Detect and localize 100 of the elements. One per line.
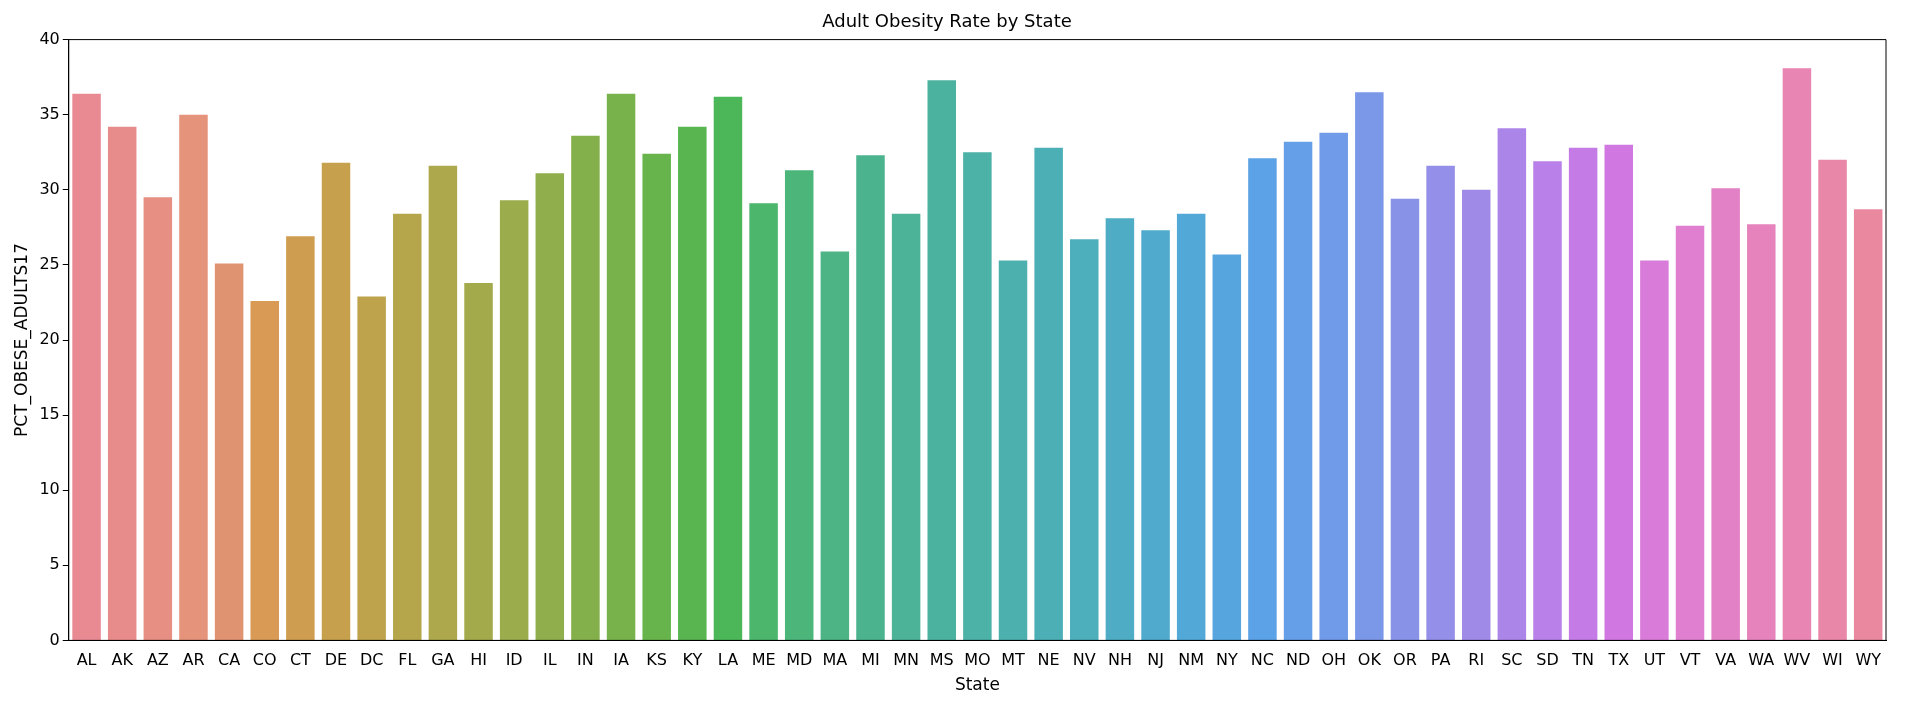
bar <box>1426 165 1455 640</box>
bar <box>1141 230 1170 640</box>
x-tick-label: OK <box>1357 650 1382 670</box>
x-tick-label: WV <box>1783 650 1811 670</box>
bar <box>891 213 921 640</box>
x-tick-label: CA <box>218 650 241 670</box>
bar <box>72 93 101 640</box>
chart-title: Adult Obesity Rate by State <box>822 10 1072 32</box>
bar <box>393 213 422 640</box>
bar <box>1283 141 1313 640</box>
y-tick-label: 0 <box>49 629 60 649</box>
bar <box>250 300 279 640</box>
x-tick-label: ND <box>1285 650 1311 670</box>
bar <box>499 200 529 640</box>
bar <box>1319 132 1348 640</box>
y-tick-label: 20 <box>39 329 60 349</box>
bar <box>678 126 707 640</box>
bar <box>535 173 565 640</box>
bar <box>606 93 636 640</box>
bar <box>1604 144 1634 640</box>
bar <box>214 263 244 640</box>
x-tick-label: IN <box>577 650 594 670</box>
bar <box>1818 159 1847 640</box>
bar <box>1497 128 1527 640</box>
x-tick-label: TX <box>1607 650 1630 670</box>
y-tick-label: 30 <box>39 178 60 198</box>
bar <box>1568 147 1598 640</box>
y-tick-label: 5 <box>49 554 60 574</box>
y-axis-title: PCT_OBESE_ADULTS17 <box>10 243 32 437</box>
bar <box>428 165 458 640</box>
x-tick-label: WA <box>1748 650 1775 670</box>
bar <box>1105 218 1135 640</box>
x-tick-label: AR <box>182 650 205 670</box>
x-tick-label: TN <box>1571 650 1594 670</box>
x-axis-title: State <box>954 674 1000 695</box>
x-tick-label: CT <box>289 650 312 670</box>
y-tick-label: 15 <box>39 404 60 424</box>
x-tick-label: ID <box>505 650 523 670</box>
x-tick-label: GA <box>431 650 455 670</box>
bar <box>571 135 600 640</box>
x-tick-label: NY <box>1215 650 1238 670</box>
y-tick-label: 35 <box>39 103 60 123</box>
x-tick-label: WI <box>1822 650 1843 670</box>
x-tick-label: VT <box>1679 650 1701 670</box>
x-tick-label: IA <box>613 650 629 670</box>
x-tick-label: MA <box>822 650 848 670</box>
x-tick-label: NJ <box>1147 650 1164 670</box>
bar <box>321 162 351 640</box>
bar <box>856 155 885 640</box>
bar <box>1640 260 1669 640</box>
x-tick-label: NM <box>1178 650 1205 670</box>
bar <box>1355 92 1384 640</box>
x-tick-label: SC <box>1501 650 1523 670</box>
x-tick-label: MS <box>929 650 954 670</box>
x-tick-label: HI <box>470 650 487 670</box>
x-tick-label: AK <box>111 650 134 670</box>
x-tick-label: NE <box>1037 650 1060 670</box>
x-tick-label: OH <box>1321 650 1347 670</box>
bar <box>286 236 315 640</box>
x-tick-label: NH <box>1107 650 1132 670</box>
x-tick-label: LA <box>717 650 739 670</box>
x-tick-label: CO <box>252 650 277 670</box>
x-tick-label: AL <box>76 650 97 670</box>
bar <box>1461 189 1491 640</box>
bar <box>927 80 956 640</box>
x-tick-label: WY <box>1855 650 1882 670</box>
x-tick-label: MD <box>786 650 813 670</box>
x-tick-label: KS <box>646 650 668 670</box>
bar <box>642 153 671 640</box>
x-tick-label: MO <box>964 650 991 670</box>
x-tick-label: MI <box>861 650 880 670</box>
x-tick-label: AZ <box>146 650 169 670</box>
x-tick-label: PA <box>1430 650 1451 670</box>
bar <box>1853 209 1883 640</box>
bar <box>1747 224 1776 640</box>
bar <box>107 126 137 640</box>
bar <box>357 296 386 640</box>
x-tick-label: IL <box>542 650 557 670</box>
x-tick-label: MT <box>1001 650 1026 670</box>
y-tick-label: 10 <box>39 479 60 499</box>
y-tick-label: 40 <box>39 28 60 48</box>
bar <box>143 197 173 640</box>
bar <box>1034 147 1063 640</box>
bar <box>749 203 778 640</box>
bar <box>1176 213 1206 640</box>
bar <box>998 260 1028 640</box>
x-tick-label: DE <box>324 650 348 670</box>
bar <box>784 170 814 640</box>
bar <box>464 282 493 640</box>
x-tick-label: DC <box>359 650 384 670</box>
bar <box>179 114 208 640</box>
x-tick-label: MN <box>893 650 920 670</box>
y-tick-label: 25 <box>39 254 60 274</box>
bar <box>1782 68 1812 640</box>
x-tick-label: VA <box>1715 650 1737 670</box>
bar <box>1675 225 1705 640</box>
bar <box>1711 188 1740 640</box>
x-tick-label: UT <box>1643 650 1666 670</box>
x-tick-label: SD <box>1536 650 1559 670</box>
x-tick-label: OR <box>1393 650 1417 670</box>
